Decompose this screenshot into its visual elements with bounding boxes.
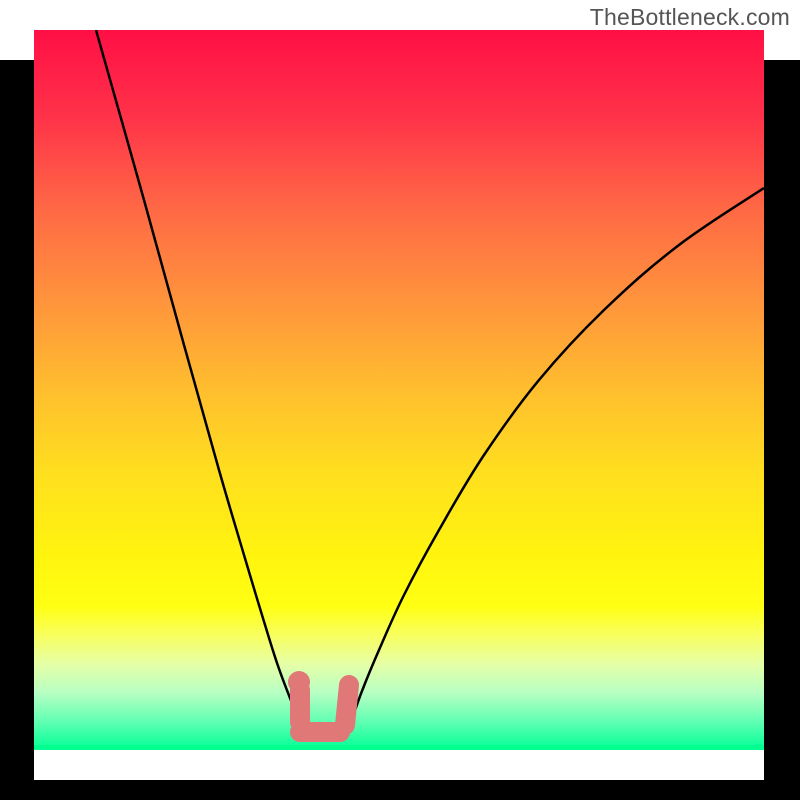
frame-right	[764, 60, 800, 800]
frame-left	[0, 60, 34, 800]
green-baseline	[34, 745, 764, 750]
root-container: TheBottleneck.com	[0, 0, 800, 800]
frame-bottom	[0, 780, 800, 800]
gradient-background	[34, 30, 764, 750]
chart-outer	[0, 30, 800, 800]
plot-box	[34, 30, 764, 750]
watermark-text: TheBottleneck.com	[590, 4, 790, 31]
plot-svg	[34, 30, 764, 750]
